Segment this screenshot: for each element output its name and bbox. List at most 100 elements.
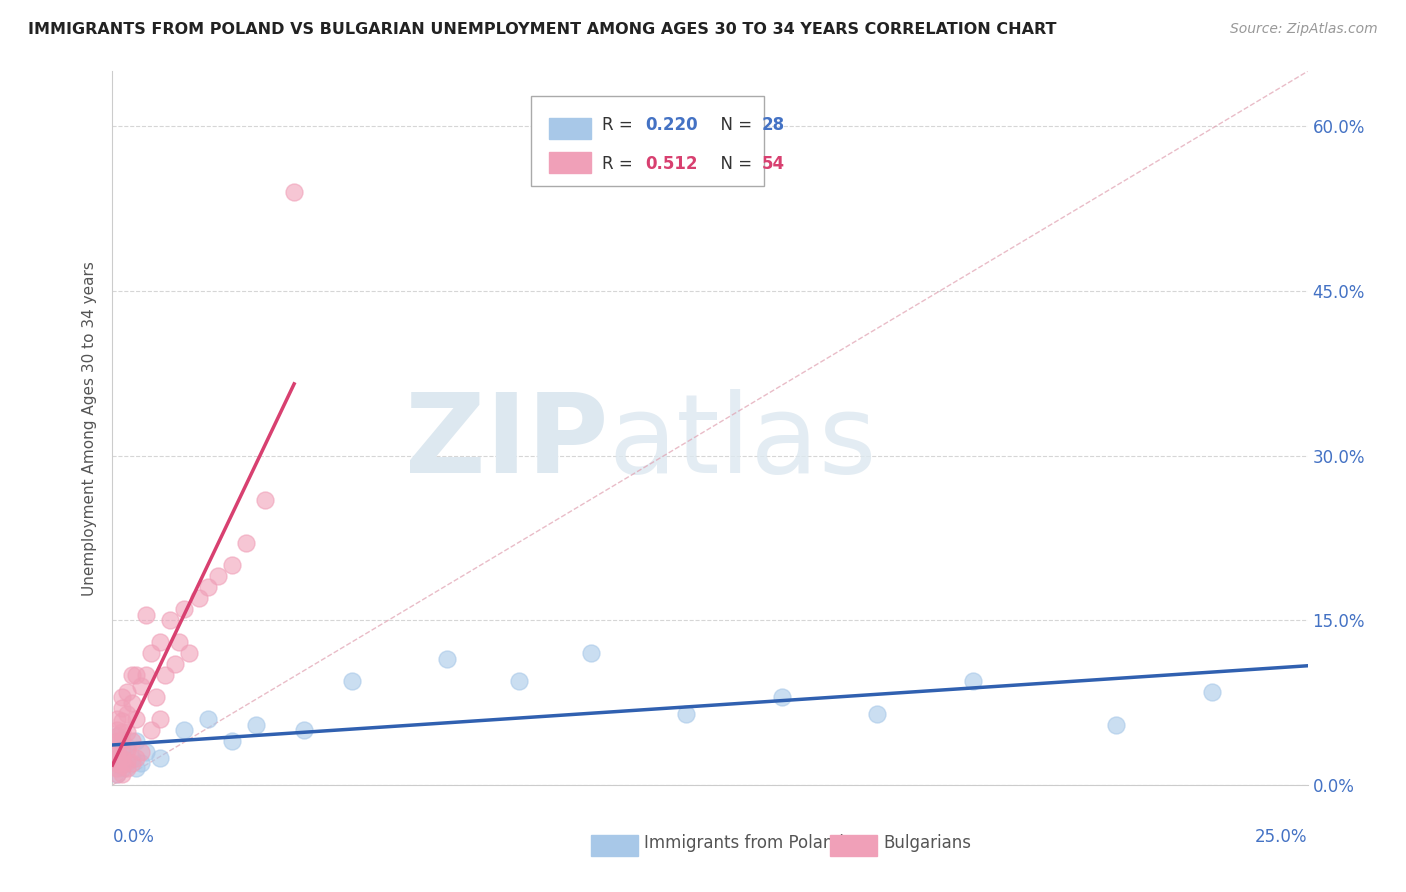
Point (197, 580, 219, 594)
Point (115, 684, 138, 698)
Point (254, 492, 277, 507)
Text: 0.0%: 0.0% (112, 828, 155, 846)
Text: 54: 54 (762, 155, 785, 173)
Point (283, 185, 305, 199)
Point (163, 657, 186, 672)
Point (508, 673, 530, 688)
Text: 25.0%: 25.0% (1256, 828, 1308, 846)
Y-axis label: Unemployment Among Ages 30 to 34 years: Unemployment Among Ages 30 to 34 years (82, 260, 97, 596)
Text: N =: N = (710, 116, 758, 134)
Point (111, 725, 134, 739)
Point (129, 745, 152, 759)
Point (866, 706, 889, 721)
Point (121, 696, 143, 710)
Point (149, 712, 172, 726)
Point (245, 717, 267, 731)
Text: 0.220: 0.220 (645, 116, 699, 134)
Text: ZIP: ZIP (405, 389, 609, 496)
Point (105, 734, 128, 748)
Text: atlas: atlas (609, 389, 877, 496)
Point (105, 767, 128, 781)
Text: Source: ZipAtlas.com: Source: ZipAtlas.com (1230, 22, 1378, 37)
Point (115, 725, 138, 739)
Point (153, 668, 176, 682)
Point (135, 745, 157, 759)
Point (177, 646, 200, 660)
Point (115, 762, 138, 776)
FancyBboxPatch shape (830, 835, 877, 856)
Point (121, 750, 143, 764)
Text: Bulgarians: Bulgarians (883, 835, 972, 853)
Point (129, 756, 152, 770)
Text: R =: R = (603, 116, 638, 134)
Point (207, 569, 229, 583)
Point (221, 734, 243, 748)
Point (125, 712, 148, 726)
Point (105, 739, 128, 754)
Point (139, 723, 162, 737)
Point (436, 651, 458, 665)
Text: N =: N = (710, 155, 758, 173)
Point (111, 750, 134, 764)
Point (115, 706, 138, 721)
Point (579, 646, 602, 660)
Point (111, 690, 134, 705)
FancyBboxPatch shape (548, 118, 591, 139)
Point (135, 668, 157, 682)
Point (111, 701, 134, 715)
Point (125, 750, 148, 764)
FancyBboxPatch shape (531, 96, 763, 186)
Point (145, 690, 167, 705)
Point (105, 750, 128, 764)
Point (111, 758, 134, 772)
Point (125, 668, 148, 682)
Point (675, 706, 697, 721)
Point (111, 714, 134, 729)
Point (105, 712, 128, 726)
Point (105, 767, 128, 781)
Point (105, 723, 128, 737)
Point (149, 635, 172, 649)
Point (292, 723, 315, 737)
Point (235, 536, 257, 550)
Text: Immigrants from Poland: Immigrants from Poland (644, 835, 844, 853)
FancyBboxPatch shape (591, 835, 638, 856)
Point (111, 767, 134, 781)
Text: R =: R = (603, 155, 638, 173)
Point (111, 743, 134, 757)
Text: IMMIGRANTS FROM POLAND VS BULGARIAN UNEMPLOYMENT AMONG AGES 30 TO 34 YEARS CORRE: IMMIGRANTS FROM POLAND VS BULGARIAN UNEM… (28, 22, 1057, 37)
Point (121, 668, 143, 682)
Point (770, 690, 793, 705)
Text: 0.512: 0.512 (645, 155, 697, 173)
Point (139, 646, 162, 660)
Text: 28: 28 (762, 116, 785, 134)
Point (169, 635, 191, 649)
Point (115, 754, 138, 768)
Point (173, 723, 195, 737)
Point (125, 734, 148, 748)
Point (115, 739, 138, 754)
Point (135, 607, 157, 622)
Point (111, 745, 134, 759)
Point (962, 673, 984, 688)
Point (105, 756, 128, 770)
Point (221, 558, 243, 573)
Point (159, 613, 181, 627)
Point (121, 756, 143, 770)
Point (1105, 717, 1128, 731)
Point (105, 750, 128, 764)
Point (340, 673, 363, 688)
Point (115, 756, 138, 770)
Point (149, 750, 172, 764)
Point (105, 762, 128, 776)
FancyBboxPatch shape (548, 152, 591, 173)
Point (129, 679, 152, 693)
Point (173, 602, 195, 616)
Point (111, 762, 134, 776)
Point (105, 729, 128, 743)
Point (197, 712, 219, 726)
Point (105, 729, 128, 743)
Point (121, 734, 143, 748)
Point (125, 762, 148, 776)
Point (105, 745, 128, 759)
